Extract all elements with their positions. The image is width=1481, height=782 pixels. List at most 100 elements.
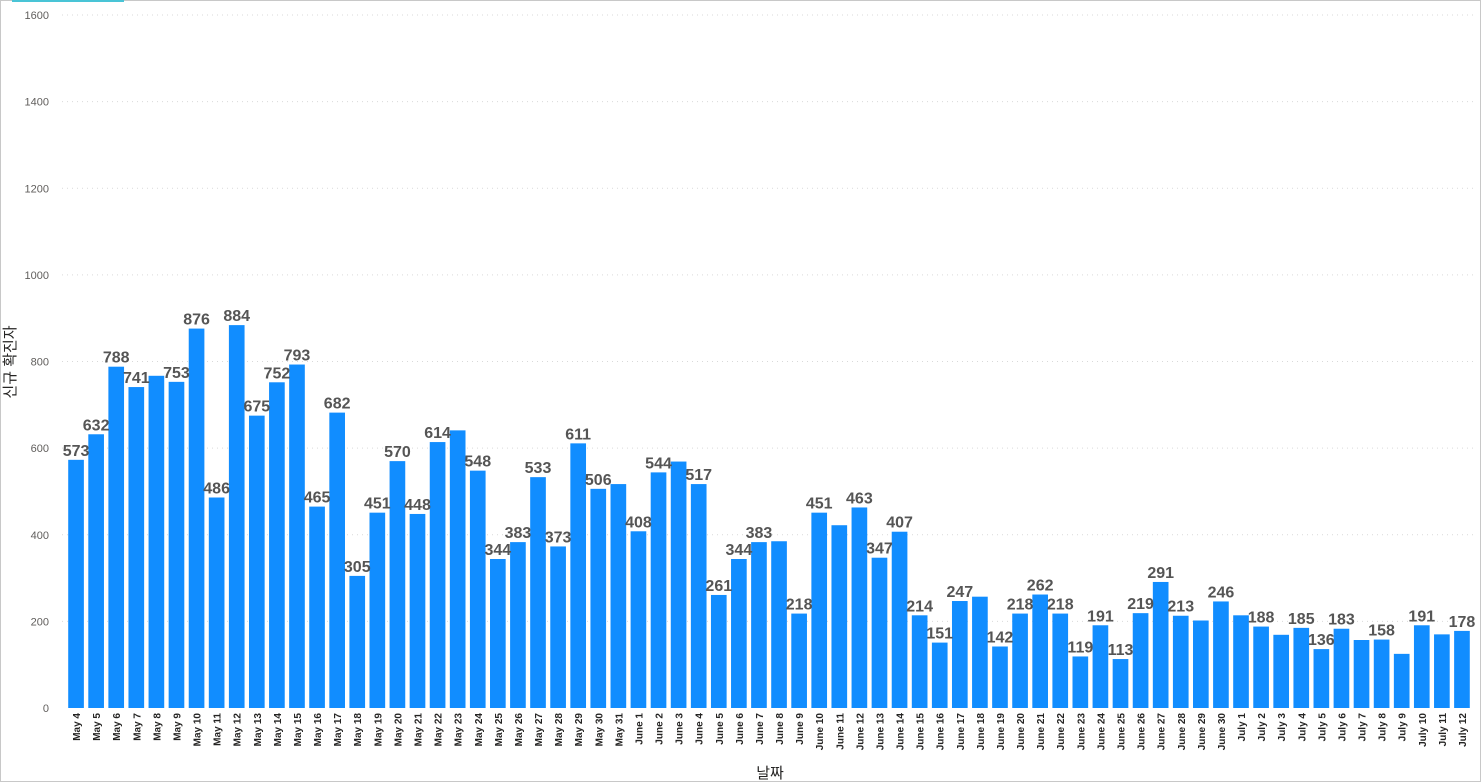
- data-label: 219: [1127, 596, 1154, 613]
- data-label: 142: [987, 629, 1014, 646]
- bar: [1112, 659, 1129, 708]
- bar: [88, 434, 104, 708]
- y-axis-title: 신규 확진자: [2, 325, 19, 398]
- x-tick-label: June 20: [1016, 713, 1027, 751]
- x-tick-label: July 3: [1277, 713, 1288, 742]
- bar: [1373, 639, 1390, 708]
- x-tick-label: July 7: [1358, 713, 1369, 742]
- data-label: 218: [786, 597, 813, 614]
- x-tick-label: June 10: [815, 713, 826, 751]
- bar: [469, 470, 486, 708]
- x-tick-label: June 13: [875, 713, 886, 751]
- top-accent-bar: [12, 0, 124, 2]
- x-tick-label: June 25: [1117, 713, 1128, 751]
- bar: [68, 459, 84, 708]
- x-tick-label: July 6: [1337, 713, 1348, 742]
- data-label: 113: [1108, 642, 1134, 659]
- x-tick-label: May 6: [112, 713, 123, 741]
- bar: [1052, 613, 1069, 708]
- data-label: 876: [183, 312, 210, 329]
- x-tick-label: May 29: [574, 713, 585, 747]
- x-tick-label: May 16: [313, 713, 324, 747]
- bar: [791, 613, 807, 708]
- x-tick-label: May 13: [253, 713, 264, 747]
- x-tick-label: June 21: [1036, 713, 1047, 751]
- bar: [490, 559, 506, 708]
- bar: [289, 364, 305, 708]
- x-tick-label: July 10: [1418, 713, 1429, 747]
- bar: [349, 575, 366, 708]
- bar: [690, 484, 707, 708]
- data-label: 611: [565, 426, 591, 443]
- data-label: 517: [685, 467, 712, 484]
- bar: [248, 415, 265, 708]
- x-tick-label: May 9: [172, 713, 183, 741]
- bar: [389, 461, 406, 708]
- data-label: 119: [1067, 639, 1093, 656]
- y-tick-label: 1200: [25, 183, 49, 195]
- y-tick-label: 800: [31, 357, 49, 369]
- data-label: 178: [1449, 614, 1476, 631]
- x-tick-label: June 19: [996, 713, 1007, 751]
- data-label: 533: [525, 460, 552, 477]
- bar: [1233, 615, 1249, 708]
- x-tick-label: June 12: [855, 713, 866, 751]
- data-label: 884: [223, 308, 250, 325]
- data-label: 246: [1208, 584, 1235, 601]
- bar: [309, 506, 325, 708]
- data-label: 191: [1408, 608, 1435, 625]
- y-tick-label: 1600: [25, 10, 49, 22]
- x-tick-label: July 11: [1438, 713, 1449, 747]
- x-tick-label: May 19: [373, 713, 384, 747]
- bar: [811, 512, 828, 708]
- x-tick-label: May 10: [193, 713, 204, 747]
- x-tick-label: May 12: [233, 713, 244, 747]
- x-tick-label: June 8: [775, 713, 786, 745]
- x-tick-label: June 14: [896, 713, 907, 751]
- bar: [972, 596, 988, 708]
- x-tick-label: June 23: [1076, 713, 1087, 751]
- data-label: 544: [645, 455, 672, 472]
- data-label: 675: [243, 399, 270, 416]
- data-label: 573: [63, 443, 90, 460]
- x-tick-label: July 8: [1378, 713, 1389, 742]
- x-tick-label: May 14: [273, 713, 284, 747]
- bar: [630, 531, 647, 708]
- bar: [1193, 620, 1209, 708]
- bar: [1092, 625, 1109, 708]
- x-tick-label: May 7: [132, 713, 143, 741]
- bar: [610, 484, 627, 708]
- data-label: 136: [1308, 632, 1335, 649]
- x-tick-label: May 28: [554, 713, 565, 747]
- data-label: 218: [1007, 597, 1034, 614]
- bar: [550, 546, 566, 708]
- data-label: 752: [264, 365, 291, 382]
- x-tick-label: June 4: [695, 713, 706, 745]
- x-tick-label: June 30: [1217, 713, 1228, 751]
- x-tick-label: June 24: [1096, 713, 1107, 751]
- x-tick-label: May 11: [213, 713, 224, 746]
- y-tick-label: 0: [43, 703, 49, 715]
- data-label: 486: [203, 481, 230, 498]
- data-label: 465: [304, 490, 331, 507]
- data-label: 793: [284, 348, 311, 365]
- x-tick-label: June 18: [976, 713, 987, 751]
- bar: [951, 601, 968, 708]
- bar: [228, 325, 245, 708]
- data-label: 448: [404, 497, 431, 514]
- data-label: 291: [1147, 565, 1174, 582]
- data-label: 570: [384, 444, 411, 461]
- x-tick-label: July 9: [1398, 713, 1409, 742]
- x-tick-label: July 12: [1458, 713, 1469, 747]
- y-tick-label: 600: [31, 443, 49, 455]
- bar: [931, 642, 948, 708]
- bar: [208, 497, 225, 708]
- data-label: 614: [424, 425, 451, 442]
- data-label: 188: [1248, 610, 1275, 627]
- x-axis-ticks: May 4 May 5 May 6 May 7 May 8 May 9 May 10 May …: [72, 713, 1469, 751]
- bar: [710, 594, 727, 708]
- bar: [409, 513, 426, 708]
- data-label: 373: [545, 529, 572, 546]
- data-label: 741: [123, 370, 150, 387]
